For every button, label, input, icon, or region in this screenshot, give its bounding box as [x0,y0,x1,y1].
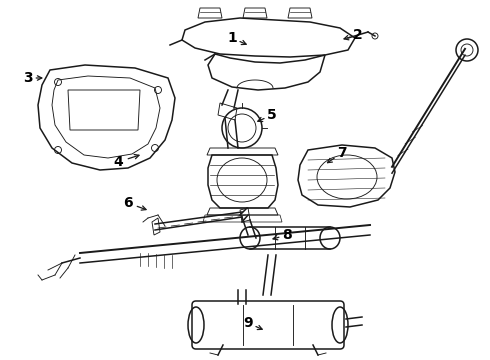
Text: 6: 6 [123,196,133,210]
Text: 4: 4 [113,155,123,169]
Text: 7: 7 [337,146,347,160]
Text: 3: 3 [23,71,33,85]
Text: 8: 8 [282,228,292,242]
Text: 9: 9 [243,316,253,330]
Text: 2: 2 [353,28,363,42]
Text: 1: 1 [227,31,237,45]
Text: 5: 5 [267,108,277,122]
